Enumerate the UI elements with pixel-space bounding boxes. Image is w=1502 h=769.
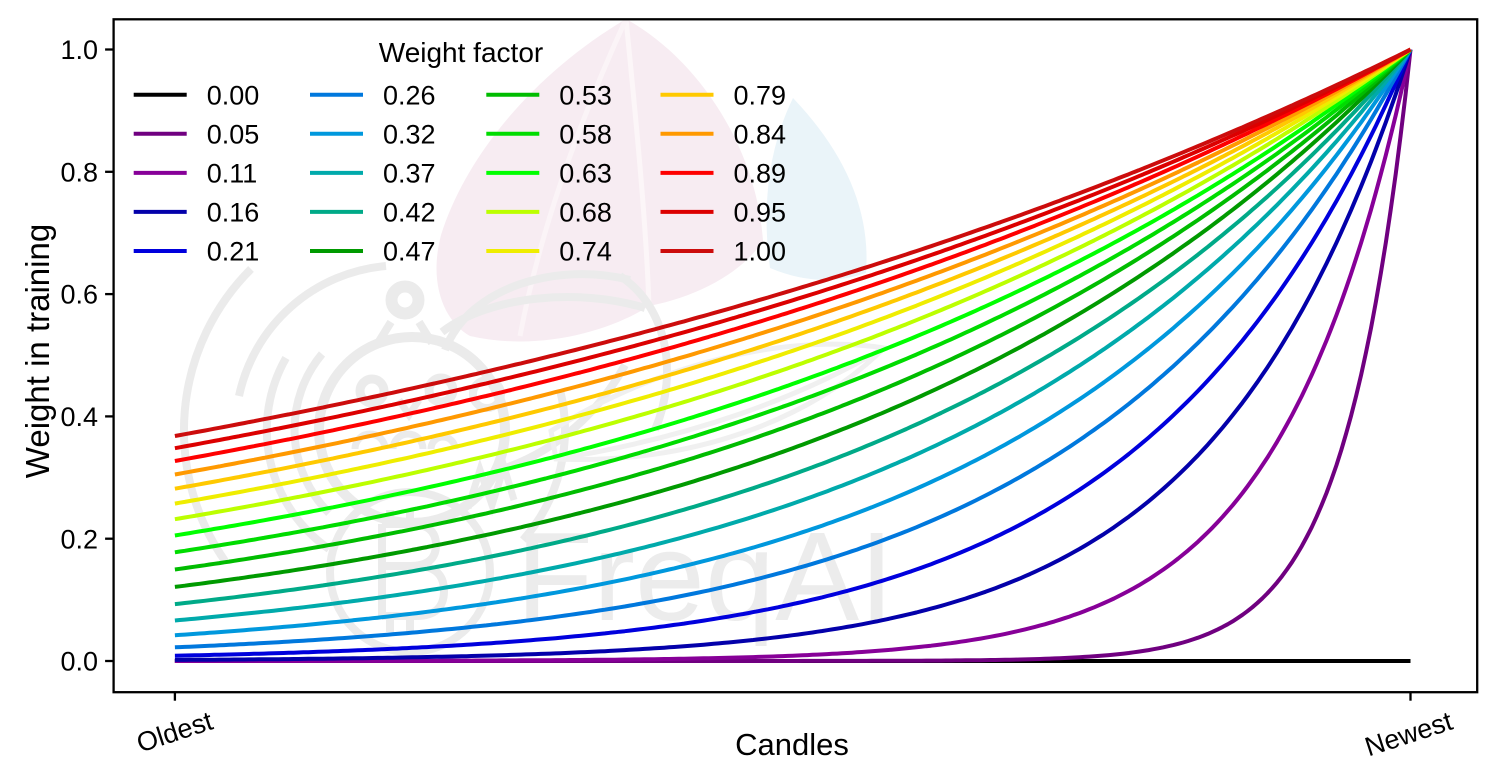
svg-text:0.11: 0.11 — [207, 159, 258, 189]
svg-text:0.47: 0.47 — [383, 237, 436, 267]
svg-text:0.63: 0.63 — [559, 159, 612, 189]
svg-text:0.53: 0.53 — [559, 80, 612, 110]
svg-text:0.79: 0.79 — [734, 80, 787, 110]
svg-text:0.00: 0.00 — [207, 80, 260, 110]
svg-text:0.05: 0.05 — [207, 119, 260, 149]
svg-text:0.0: 0.0 — [60, 647, 98, 677]
svg-text:Weight factor: Weight factor — [379, 37, 543, 68]
svg-text:0.37: 0.37 — [383, 159, 436, 189]
svg-text:0.58: 0.58 — [559, 119, 612, 149]
svg-text:0.2: 0.2 — [60, 524, 98, 554]
svg-text:1.00: 1.00 — [734, 237, 787, 267]
svg-text:Candles: Candles — [735, 727, 849, 762]
svg-text:0.68: 0.68 — [559, 198, 612, 228]
svg-text:0.84: 0.84 — [734, 119, 787, 149]
svg-text:FreqAI: FreqAI — [516, 506, 894, 647]
svg-text:0.26: 0.26 — [383, 80, 436, 110]
svg-text:0.16: 0.16 — [207, 198, 260, 228]
svg-text:0.32: 0.32 — [383, 119, 436, 149]
svg-text:0.74: 0.74 — [559, 237, 612, 267]
svg-text:0.4: 0.4 — [60, 402, 98, 432]
svg-text:0.95: 0.95 — [734, 198, 787, 228]
svg-text:0.8: 0.8 — [60, 157, 98, 187]
svg-text:0.21: 0.21 — [207, 237, 260, 267]
svg-text:0.89: 0.89 — [734, 159, 787, 189]
svg-text:0.42: 0.42 — [383, 198, 436, 228]
svg-text:Weight in training: Weight in training — [19, 224, 56, 478]
svg-text:0.6: 0.6 — [60, 280, 98, 310]
svg-text:1.0: 1.0 — [60, 35, 98, 65]
